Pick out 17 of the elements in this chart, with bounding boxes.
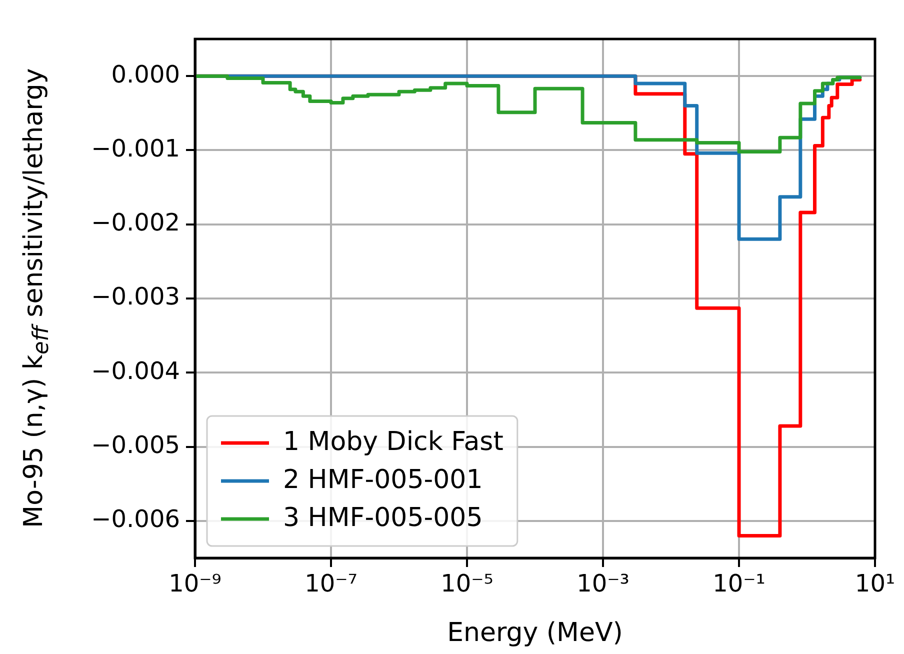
- x-tick-label: 10⁻¹: [712, 570, 766, 598]
- x-axis-title: Energy (MeV): [447, 618, 623, 648]
- y-tick-label: 0.000: [111, 60, 180, 88]
- y-tick-label: −0.001: [91, 134, 180, 162]
- legend-label: 3 HMF-005-005: [283, 502, 483, 533]
- y-tick-label: −0.004: [91, 356, 180, 385]
- legend-label: 1 Moby Dick Fast: [283, 426, 504, 457]
- y-tick-label: −0.005: [91, 431, 180, 460]
- y-tick-label: −0.006: [91, 505, 180, 534]
- legend-label: 2 HMF-005-001: [283, 464, 483, 495]
- x-tick-label: 10⁻⁷: [304, 570, 358, 598]
- y-tick-label: −0.003: [91, 282, 180, 311]
- x-tick-label: 10¹: [854, 570, 896, 598]
- y-tick-label: −0.002: [91, 208, 180, 237]
- x-tick-label: 10⁻⁵: [440, 570, 494, 598]
- x-tick-label: 10⁻³: [576, 570, 630, 598]
- x-tick-label: 10⁻⁹: [168, 570, 222, 598]
